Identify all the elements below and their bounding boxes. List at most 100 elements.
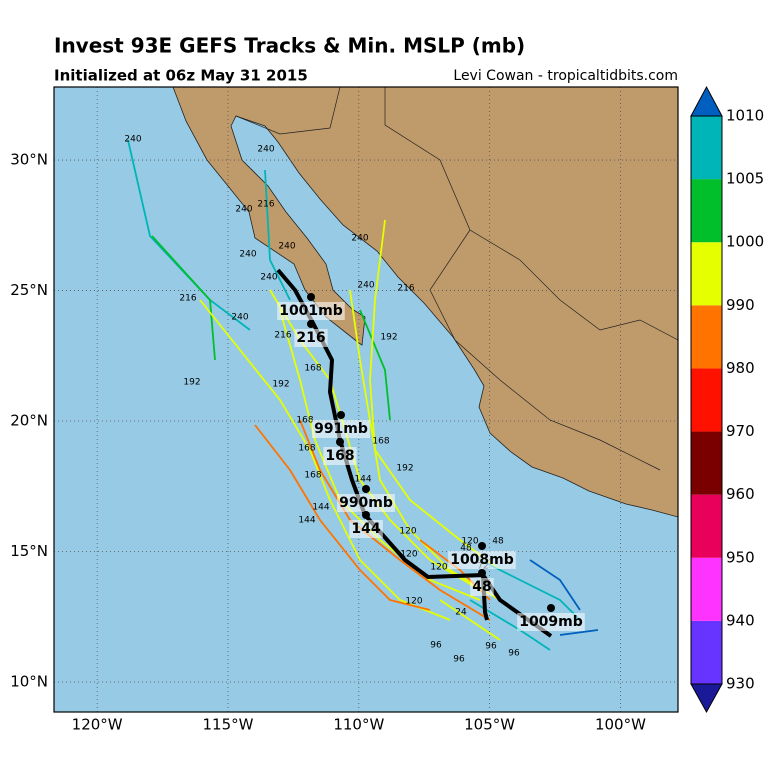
track-hour-label: 96 [485,642,497,652]
track-hour-label: 240 [239,250,256,260]
colorbar-segment [691,557,722,621]
track-hour-label: 216 [274,331,291,341]
track-hour-label: 192 [272,380,289,390]
colorbar-segment [691,305,722,369]
lon-tick-label: 105°W [464,716,515,734]
lat-tick-label: 25°N [10,281,48,299]
track-hour-label: 192 [183,378,200,388]
mean-point [336,438,344,446]
track-hour-label: 24 [455,608,467,618]
track-hour-label: 120 [405,597,422,607]
title: Invest 93E GEFS Tracks & Min. MSLP (mb) [54,34,525,58]
label-box [294,329,328,347]
track-hour-label: 216 [257,200,274,210]
colorbar-label: 960 [726,485,755,503]
colorbar-label: 950 [726,548,755,566]
colorbar-label: 1005 [726,170,764,188]
mean-point [478,569,486,577]
label-box [470,578,494,596]
track-hour-label: 120 [399,527,416,537]
track-hour-label: 48 [460,544,472,554]
colorbar-frame [690,115,723,685]
track-hour-label: 120 [430,563,447,573]
lat-tick-label: 10°N [10,672,48,690]
subtitle: Initialized at 06z May 31 2015 [54,67,308,85]
track-hour-label: 120 [400,550,417,560]
track-hour-label: 240 [357,281,374,291]
mean-track-label: 1001mb [279,303,343,319]
lat-tick-label: 15°N [10,542,48,560]
track-hour-label: 192 [396,464,413,474]
track-hour-label: 168 [304,471,321,481]
track-hour-label: 240 [231,313,248,323]
label-box [277,302,345,320]
border [235,87,341,135]
mean-point [337,411,345,419]
track-hour-label: 240 [124,135,141,145]
track-hour-label: 48 [492,537,504,547]
track-hour-label: 168 [296,416,313,426]
label-box [448,551,516,569]
mean-track-label: 216 [296,330,325,346]
track-hour-label: 144 [354,475,371,485]
mean-point [362,511,370,519]
label-box [323,447,357,465]
mean-point [478,542,486,550]
track-hour-label: 168 [372,437,389,447]
mean-point [547,604,555,612]
colorbar-label: 930 [726,675,755,693]
mean-track-label: 48 [472,579,491,595]
colorbar-over [690,85,723,117]
label-box [349,520,383,538]
mean-track-label: 168 [325,448,354,464]
mean-track-label: 991mb [314,421,368,437]
state-border [429,229,661,471]
mean-track-label: 990mb [339,495,393,511]
colorbar-label: 980 [726,359,755,377]
track-hour-label: 216 [179,294,196,304]
colorbar-under [690,683,723,714]
track-hour-label: 96 [430,641,442,651]
mean-point [307,293,315,301]
mean-point [362,485,370,493]
track-hour-label: 192 [380,333,397,343]
lon-tick-label: 120°W [72,716,123,734]
colorbar-segment [691,368,722,432]
track-hour-label: 240 [260,273,277,283]
label-box [312,420,370,438]
track-hour-label: 96 [508,649,520,659]
state-border [384,87,678,341]
credit: Levi Cowan - tropicaltidbits.com [453,68,678,84]
frame [53,86,679,713]
track-hour-label: 240 [235,205,252,215]
track-hour-label: 144 [298,516,315,526]
mean-track-label: 144 [351,521,380,537]
land [172,87,678,518]
lon-tick-label: 110°W [333,716,384,734]
colorbar-segment [691,116,722,180]
colorbar-segment [691,179,722,243]
track-hour-label: 216 [397,284,414,294]
label-box [337,494,395,512]
colorbar-label: 990 [726,296,755,314]
colorbar-segment [691,494,722,558]
colorbar-label: 1000 [726,233,764,251]
lat-tick-label: 30°N [10,151,48,169]
lat-tick-label: 20°N [10,412,48,430]
member-tracks [127,139,599,651]
colorbar-segment [691,242,722,306]
mean-track-label: 1009mb [519,614,583,630]
colorbar-segment [691,620,722,684]
track-hour-label: 240 [278,242,295,252]
mean-point [307,320,315,328]
track-hour-label: 120 [461,537,478,547]
map: 240 240 240 216 240 240 240 216 240 216 240 240 216 1… [54,87,678,712]
track-hour-label: 96 [453,655,465,665]
track-hour-label: 144 [312,503,329,513]
track-hour-label: 168 [298,444,315,454]
track-hour-label: 240 [351,234,368,244]
label-box [517,613,585,631]
colorbar-segment [691,431,722,495]
lon-tick-label: 115°W [203,716,254,734]
